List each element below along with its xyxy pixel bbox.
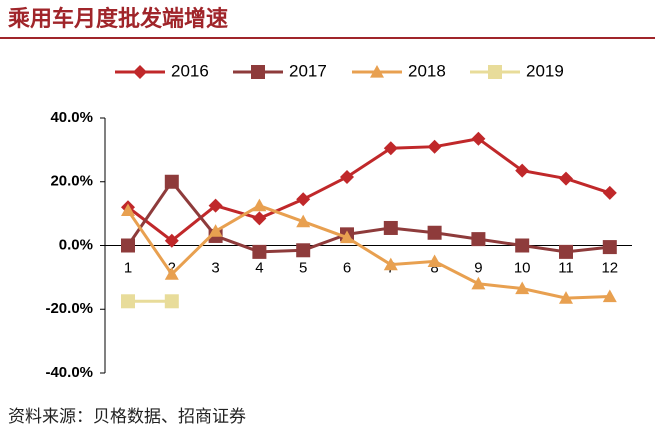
y-tick-label: 40.0% bbox=[50, 109, 93, 126]
legend-marker bbox=[370, 65, 384, 78]
data-point bbox=[252, 198, 267, 212]
x-tick-label: 8 bbox=[430, 259, 438, 276]
legend-marker bbox=[251, 65, 265, 79]
x-tick-label: 10 bbox=[514, 259, 531, 276]
legend-marker bbox=[133, 65, 147, 79]
data-point bbox=[383, 257, 398, 271]
chart-title: 乘用车月度批发端增速 bbox=[7, 6, 228, 32]
data-point bbox=[471, 276, 486, 290]
data-point bbox=[383, 220, 398, 235]
data-point bbox=[121, 238, 135, 253]
data-point bbox=[296, 243, 311, 258]
x-tick-label: 9 bbox=[474, 259, 482, 276]
data-point bbox=[515, 281, 530, 295]
data-point bbox=[427, 254, 442, 268]
data-point bbox=[121, 203, 135, 217]
data-point bbox=[602, 289, 617, 303]
x-tick-label: 6 bbox=[343, 259, 351, 276]
data-point bbox=[252, 244, 267, 259]
data-point bbox=[559, 244, 573, 259]
data-point bbox=[164, 267, 179, 280]
series-line bbox=[126, 179, 610, 254]
data-point bbox=[121, 294, 135, 309]
data-point bbox=[340, 169, 354, 184]
data-point bbox=[383, 141, 398, 156]
data-point bbox=[296, 214, 311, 228]
data-point bbox=[252, 211, 267, 226]
data-point bbox=[559, 291, 573, 304]
y-tick-label: -40.0% bbox=[45, 364, 93, 381]
data-point bbox=[602, 240, 617, 255]
source-note: 资料来源：贝格数据、招商证券 bbox=[8, 407, 246, 427]
y-tick-label: 20.0% bbox=[50, 173, 93, 190]
legend-marker bbox=[488, 65, 502, 79]
y-tick-label: 0.0% bbox=[59, 236, 93, 253]
legend-label: 2017 bbox=[289, 61, 327, 80]
data-point bbox=[208, 198, 223, 213]
legend-label: 2016 bbox=[171, 61, 209, 80]
x-tick-label: 11 bbox=[558, 259, 574, 276]
x-tick-label: 3 bbox=[211, 259, 219, 276]
x-tick-label: 12 bbox=[601, 259, 618, 276]
series-line bbox=[126, 204, 610, 300]
data-point bbox=[427, 225, 442, 240]
data-point bbox=[515, 238, 530, 253]
data-point bbox=[471, 131, 486, 146]
data-point bbox=[164, 174, 179, 189]
data-point bbox=[602, 185, 617, 200]
data-point bbox=[471, 232, 486, 247]
data-point bbox=[559, 171, 573, 186]
legend-label: 2018 bbox=[408, 61, 446, 80]
legend-label: 2019 bbox=[526, 61, 564, 80]
x-tick-label: 1 bbox=[124, 259, 132, 276]
data-point bbox=[296, 192, 311, 207]
y-tick-label: -20.0% bbox=[45, 300, 93, 317]
data-point bbox=[427, 139, 442, 154]
x-tick-label: 4 bbox=[255, 259, 263, 276]
x-tick-label: 5 bbox=[299, 259, 307, 276]
data-point bbox=[340, 230, 354, 244]
data-point bbox=[164, 294, 179, 309]
data-point bbox=[515, 163, 530, 178]
series-line bbox=[127, 137, 611, 243]
data-point bbox=[164, 233, 179, 248]
data-point bbox=[208, 224, 223, 237]
